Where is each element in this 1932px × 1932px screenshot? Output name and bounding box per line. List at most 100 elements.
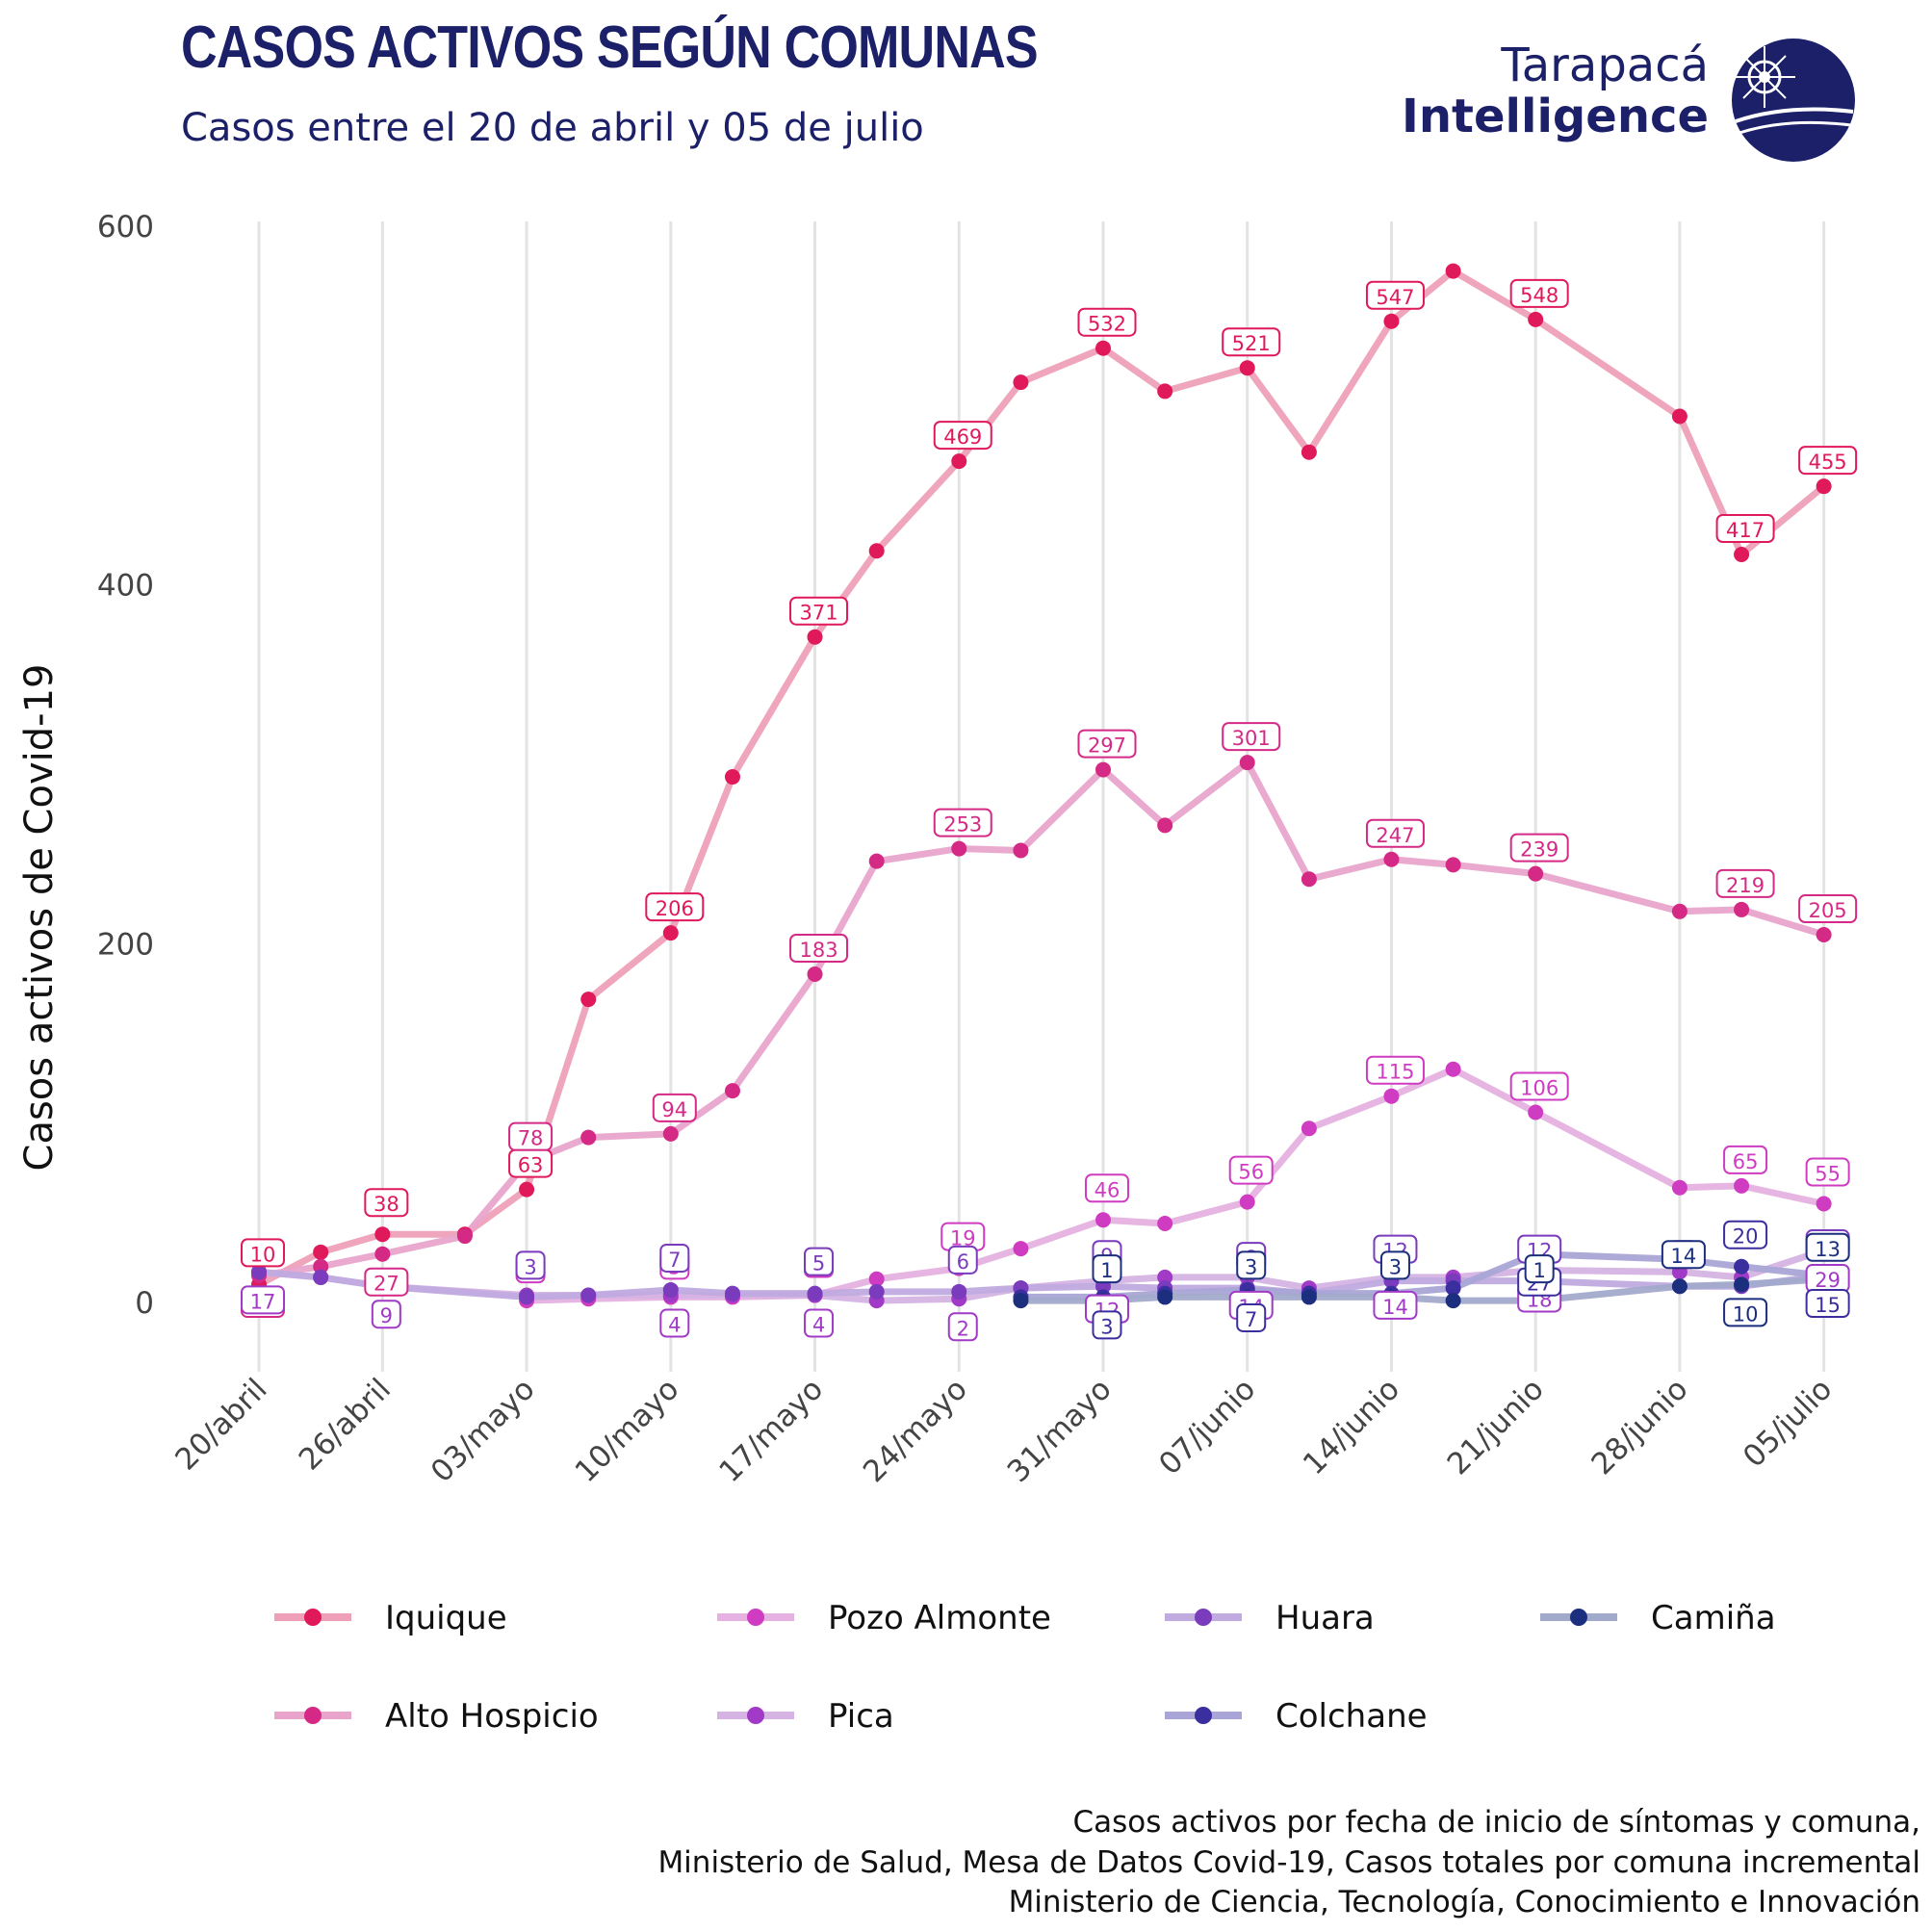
data-point bbox=[1239, 755, 1255, 771]
data-label-text: 5 bbox=[812, 1252, 825, 1275]
legend-swatch-point bbox=[747, 1707, 764, 1724]
legend-item-iquique: Iquique bbox=[274, 1599, 507, 1637]
data-point bbox=[1528, 311, 1544, 327]
legend-swatch-point bbox=[304, 1707, 322, 1724]
data-label-box bbox=[241, 1285, 285, 1315]
data-label: 14 bbox=[1373, 1290, 1418, 1320]
data-label-text: 455 bbox=[1809, 451, 1847, 474]
data-point bbox=[1445, 1293, 1461, 1309]
data-label: 301 bbox=[1222, 722, 1281, 752]
data-label: 7 bbox=[1236, 1302, 1267, 1332]
data-label-box bbox=[1524, 1254, 1555, 1284]
data-label: 19 bbox=[940, 1222, 986, 1251]
data-label-text: 417 bbox=[1726, 519, 1765, 542]
y-tick-label: 200 bbox=[97, 927, 154, 962]
data-label: 1 bbox=[1524, 1254, 1555, 1284]
legend-item-pozo-almonte: Pozo Almonte bbox=[717, 1599, 1051, 1637]
data-label: 56 bbox=[1228, 1155, 1274, 1185]
data-point bbox=[313, 1244, 329, 1260]
x-tick-label: 20/abril bbox=[168, 1372, 273, 1477]
y-tick-label: 0 bbox=[135, 1286, 154, 1321]
data-point bbox=[807, 1285, 823, 1301]
data-point bbox=[580, 1287, 597, 1303]
data-point bbox=[1734, 1177, 1750, 1194]
data-label: 38 bbox=[364, 1188, 409, 1218]
data-label: 206 bbox=[645, 892, 705, 922]
data-label-box bbox=[933, 421, 992, 451]
data-label-text: 7 bbox=[1245, 1308, 1257, 1331]
data-label-text: 297 bbox=[1088, 734, 1126, 758]
data-label-text: 247 bbox=[1376, 824, 1414, 847]
data-label-text: 6 bbox=[957, 1250, 969, 1274]
data-label-box bbox=[1077, 307, 1137, 337]
data-point bbox=[1301, 871, 1317, 888]
data-label-text: 65 bbox=[1733, 1150, 1759, 1173]
data-label: 20 bbox=[1723, 1220, 1768, 1249]
data-point bbox=[251, 1264, 267, 1280]
data-label-box bbox=[789, 934, 849, 964]
data-label: 297 bbox=[1077, 729, 1137, 759]
data-label-text: 9 bbox=[380, 1304, 393, 1327]
data-point bbox=[951, 1283, 967, 1300]
data-label-box bbox=[804, 1308, 835, 1338]
legend-label: Pozo Almonte bbox=[828, 1599, 1051, 1637]
legend-swatch-point bbox=[747, 1609, 764, 1626]
x-tick-label: 26/abril bbox=[293, 1372, 398, 1477]
data-label-text: 46 bbox=[1095, 1178, 1121, 1201]
data-label: 371 bbox=[789, 596, 849, 626]
legend-label: Colchane bbox=[1275, 1697, 1428, 1736]
data-label-box bbox=[1092, 1254, 1122, 1284]
data-label-text: 371 bbox=[799, 602, 837, 625]
data-label-box bbox=[1084, 1173, 1129, 1203]
data-point bbox=[1095, 761, 1111, 778]
data-label-box bbox=[1365, 818, 1425, 848]
data-label-text: 27 bbox=[374, 1273, 399, 1296]
data-point bbox=[1157, 1216, 1173, 1232]
data-point bbox=[519, 1289, 535, 1305]
data-point bbox=[1013, 1293, 1029, 1309]
data-label-box bbox=[1798, 446, 1858, 476]
data-label-text: 56 bbox=[1238, 1161, 1264, 1184]
data-label: 548 bbox=[1509, 278, 1569, 308]
data-point bbox=[1445, 857, 1461, 873]
data-label-text: 1 bbox=[1100, 1259, 1113, 1282]
data-label-box bbox=[1222, 722, 1281, 752]
chart-subtitle: Casos entre el 20 de abril y 05 de julio bbox=[181, 106, 924, 150]
data-label-text: 10 bbox=[250, 1243, 276, 1266]
data-label-text: 3 bbox=[1389, 1255, 1402, 1278]
data-label-text: 253 bbox=[943, 813, 982, 837]
data-label: 63 bbox=[508, 1148, 554, 1178]
data-point bbox=[1301, 1289, 1317, 1305]
data-label-box bbox=[1236, 1250, 1267, 1280]
data-label: 27 bbox=[364, 1267, 409, 1297]
series-line-alto-hospicio bbox=[255, 759, 1828, 1279]
line-chart: 20/abril 26/abril 03/mayo 10/mayo 17/mayo 24/… bbox=[17, 210, 1858, 1736]
data-label-box bbox=[508, 1121, 554, 1151]
brand-line-1: Tarapacá bbox=[1501, 39, 1709, 92]
data-label: 239 bbox=[1509, 833, 1569, 863]
data-label-text: 63 bbox=[518, 1154, 544, 1177]
data-label-text: 3 bbox=[524, 1255, 536, 1278]
data-point bbox=[1239, 1194, 1255, 1210]
data-label-box bbox=[1222, 327, 1281, 357]
data-point bbox=[1383, 851, 1400, 867]
legend-swatch-point bbox=[1195, 1609, 1212, 1626]
data-point bbox=[724, 1083, 740, 1099]
series-line-pozo-almonte bbox=[523, 1066, 1828, 1304]
data-label-box bbox=[1236, 1302, 1267, 1332]
data-point bbox=[1157, 1289, 1173, 1305]
data-label-box bbox=[1509, 1071, 1569, 1101]
data-label-text: 13 bbox=[1815, 1238, 1841, 1261]
data-label-box bbox=[652, 1093, 697, 1122]
data-label-text: 4 bbox=[668, 1314, 681, 1337]
data-label: 29 bbox=[1805, 1263, 1850, 1293]
data-label: 5 bbox=[804, 1247, 835, 1276]
data-label: 3 bbox=[1236, 1250, 1267, 1280]
data-label-box bbox=[1805, 1232, 1850, 1262]
data-label: 247 bbox=[1365, 818, 1425, 848]
data-label-text: 469 bbox=[943, 425, 982, 449]
data-label: 2 bbox=[947, 1312, 978, 1342]
data-label: 4 bbox=[659, 1308, 690, 1338]
data-label: 13 bbox=[1805, 1232, 1850, 1262]
data-label-box bbox=[515, 1250, 546, 1280]
